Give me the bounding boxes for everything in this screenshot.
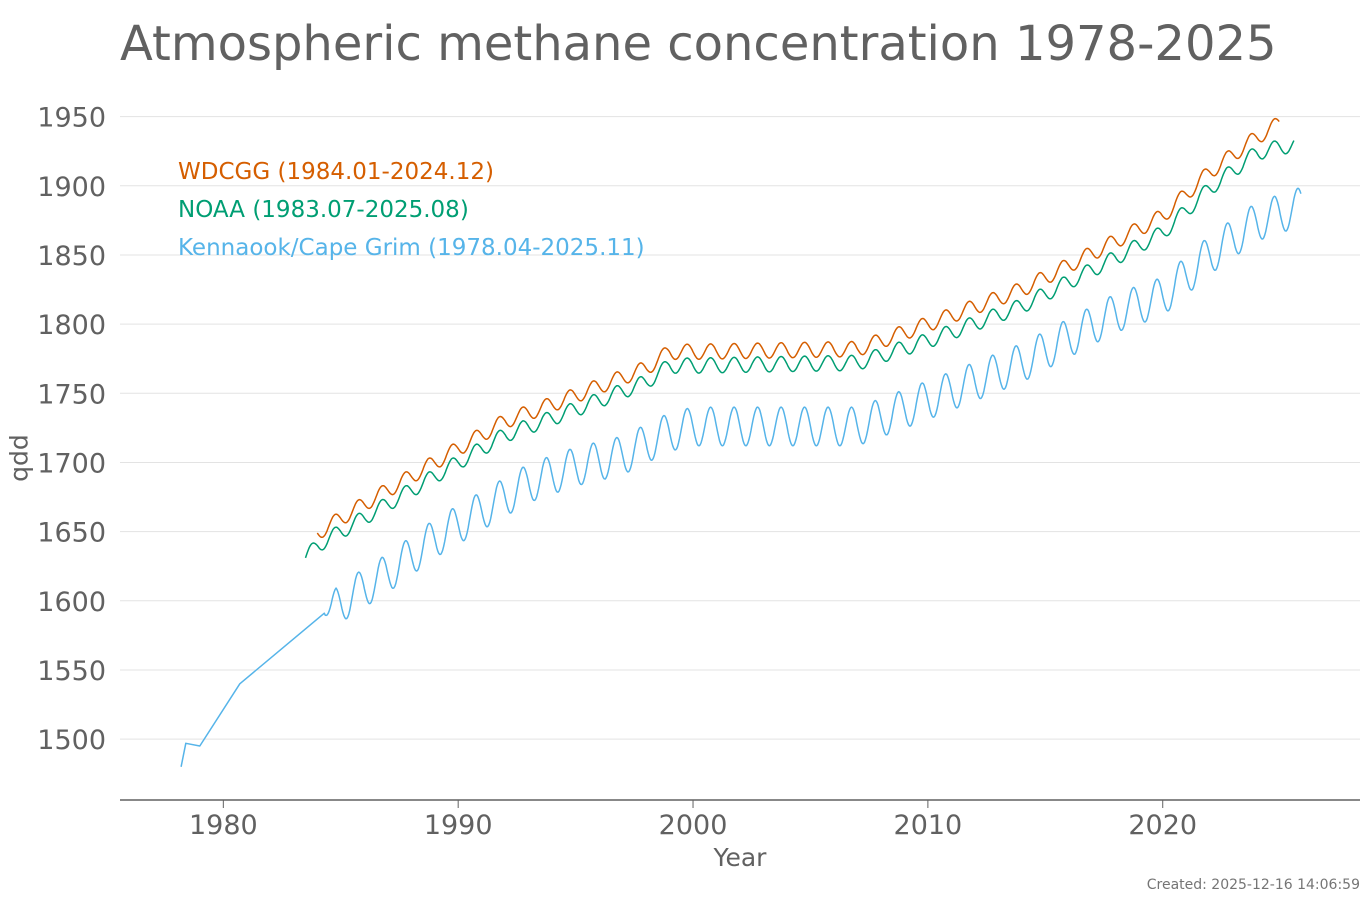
series-line: [316, 117, 1280, 539]
series-lines: [180, 117, 1302, 767]
y-tick-label: 1550: [37, 656, 106, 687]
y-tick-label: 1700: [37, 448, 106, 479]
y-tick-label: 1650: [37, 518, 106, 549]
legend: WDCGG (1984.01-2024.12) NOAA (1983.07-202…: [178, 159, 645, 261]
x-axis-label: Year: [713, 843, 768, 872]
y-tick-label: 1750: [37, 379, 106, 410]
legend-entry: NOAA (1983.07-2025.08): [178, 197, 469, 223]
y-axis-ticks: 1500 1550 1600 1650 1700 1750 1800 1850 1900 1950: [37, 103, 106, 757]
series-line: [180, 187, 1302, 767]
y-tick-label: 1800: [37, 310, 106, 341]
chart-title: Atmospheric methane concentration 1978-2…: [120, 16, 1277, 72]
legend-entry: WDCGG (1984.01-2024.12): [178, 159, 494, 185]
y-tick-label: 1500: [37, 725, 106, 756]
y-tick-label: 1850: [37, 241, 106, 272]
y-tick-label: 1600: [37, 587, 106, 618]
x-tick-label: 2020: [1128, 810, 1197, 841]
series-line: [304, 140, 1295, 559]
legend-entry: Kennaook/Cape Grim (1978.04-2025.11): [178, 235, 645, 261]
y-axis-label: ppb: [8, 434, 37, 482]
created-timestamp: Created: 2025-12-16 14:06:59: [1147, 877, 1360, 893]
y-tick-label: 1950: [37, 103, 106, 134]
x-axis-ticks: 1980 1990 2000 2010 2020: [189, 800, 1197, 841]
y-tick-label: 1900: [37, 172, 106, 203]
x-tick-label: 2010: [894, 810, 963, 841]
x-tick-label: 2000: [659, 810, 728, 841]
x-tick-label: 1980: [189, 810, 258, 841]
x-tick-label: 1990: [424, 810, 493, 841]
